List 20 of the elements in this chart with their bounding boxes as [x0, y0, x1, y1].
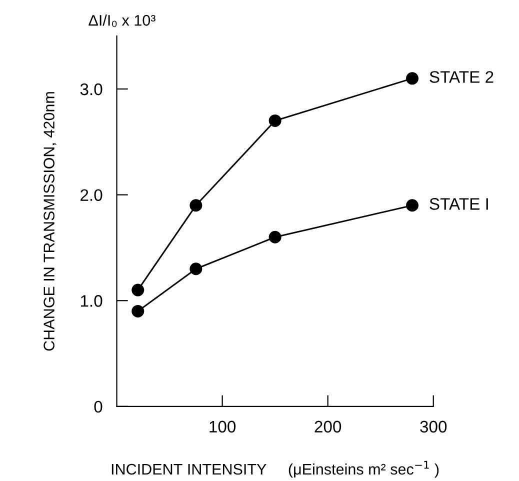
- x-tick-label: 300: [420, 420, 447, 433]
- point: [190, 262, 202, 276]
- x-tick-label: 100: [210, 420, 236, 433]
- point: [132, 284, 144, 296]
- y-tick-label: 3.0: [80, 83, 102, 96]
- point: [406, 199, 419, 212]
- x-tick-label: 200: [314, 420, 342, 433]
- y-axis-title: CHANGE IN TRANSMISSION, 420nm: [44, 92, 56, 351]
- point: [268, 230, 282, 244]
- series-label: STATE 2: [430, 71, 494, 83]
- text: ΔI/I₀ x 10³: [88, 14, 156, 27]
- point: [190, 199, 202, 212]
- y-tick-label: 0: [94, 400, 102, 413]
- point: [268, 114, 282, 127]
- series-label: STATE I: [430, 198, 488, 210]
- point: [132, 304, 144, 318]
- point: [406, 72, 419, 85]
- x-axis-title: INCIDENT INTENSITY (μEinsteins m² sec$^{−1}$ ): [112, 460, 439, 478]
- y-tick-label: 1.0: [80, 295, 102, 307]
- y-tick-label: 2.0: [80, 189, 102, 202]
